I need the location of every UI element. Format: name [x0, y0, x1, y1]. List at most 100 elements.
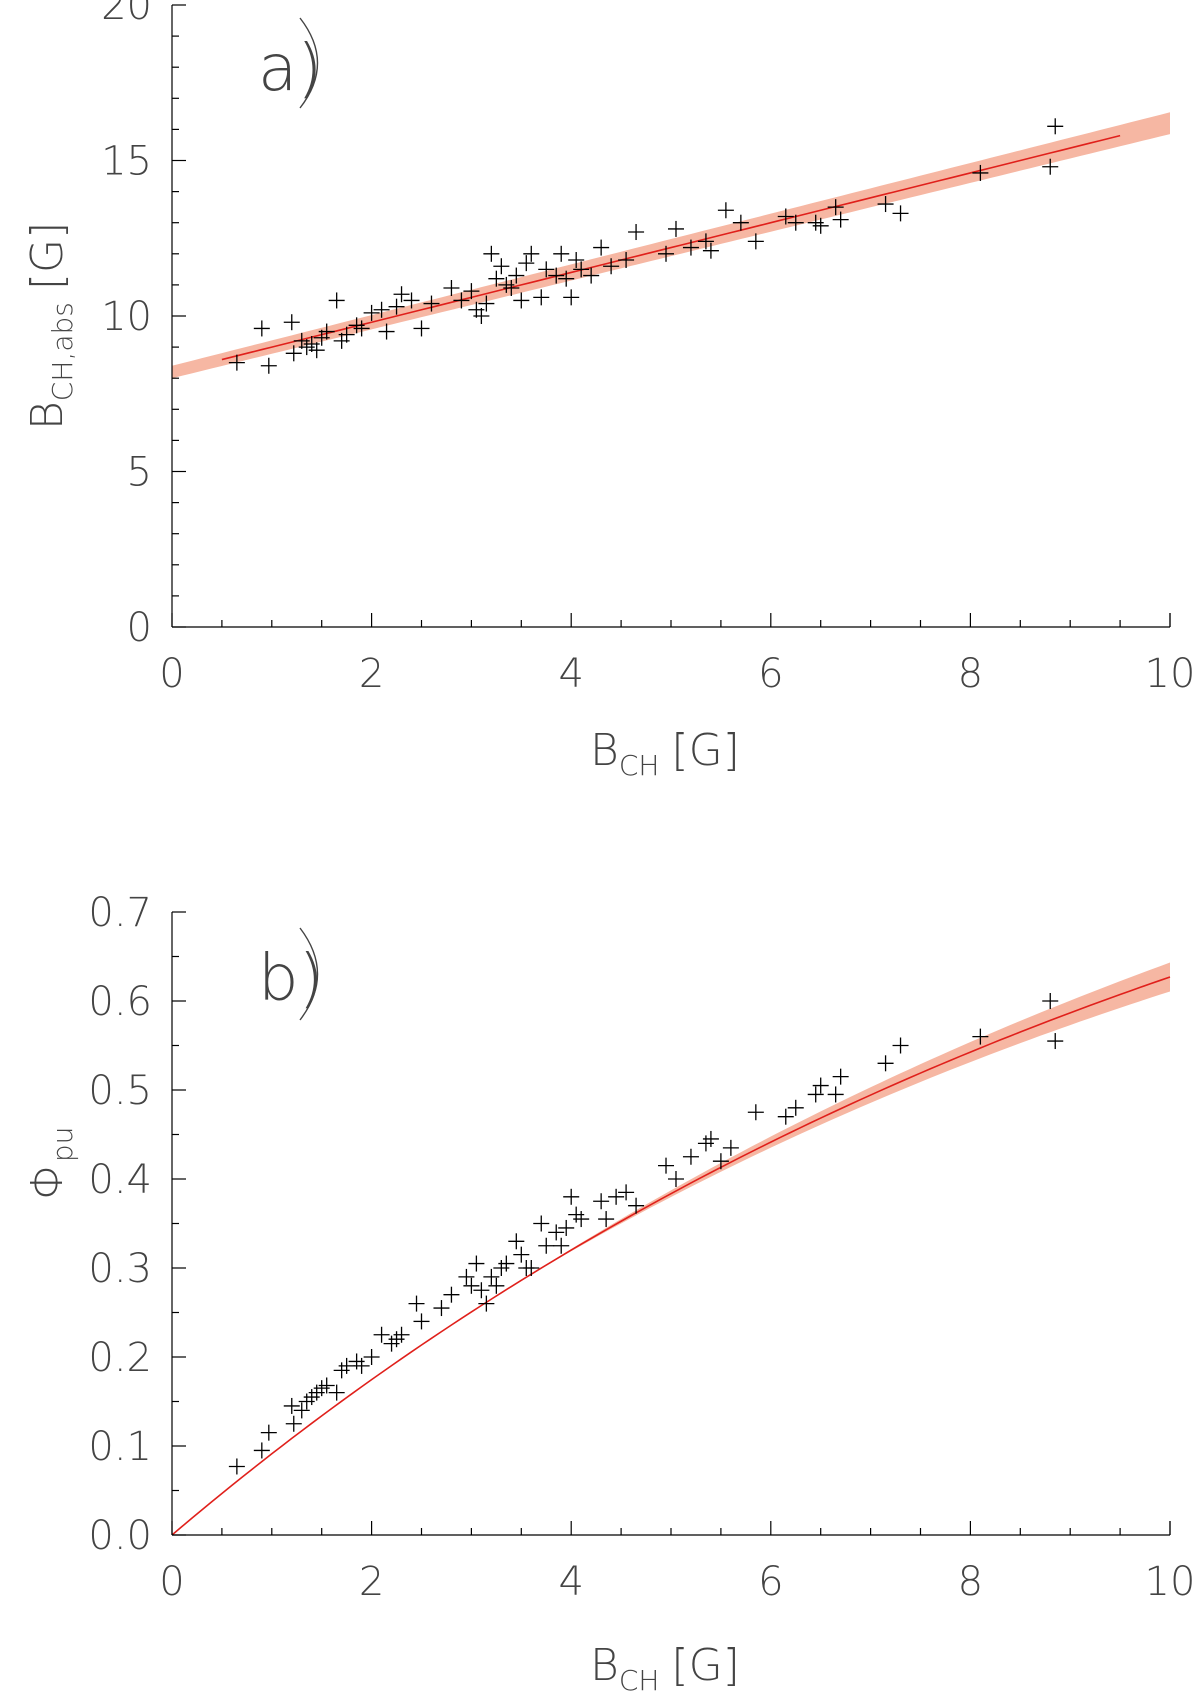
data-point	[573, 1211, 590, 1228]
data-point	[228, 1458, 245, 1475]
data-point	[628, 1197, 645, 1214]
data-point	[393, 286, 410, 303]
data-point	[423, 295, 440, 312]
data-point	[373, 1326, 390, 1343]
data-point	[403, 292, 420, 309]
y-tick-label: 0.1	[88, 1424, 152, 1470]
data-point	[523, 245, 540, 262]
panel-b: 0 2 4 6 8 10 0.0 0.1 0.2 0.3 0.4 0.5 0.6 0.7 b) BCH [G…	[22, 890, 1195, 1691]
data-point	[787, 1099, 804, 1116]
data-point	[667, 1171, 684, 1187]
data-point	[478, 295, 495, 312]
data-point	[338, 326, 355, 343]
data-point	[568, 252, 585, 269]
data-point	[1047, 1033, 1064, 1050]
data-point	[253, 1442, 270, 1459]
data-point	[353, 320, 370, 337]
data-point	[283, 1397, 300, 1414]
data-point	[702, 242, 719, 259]
data-point	[443, 280, 460, 297]
y-tick-label: 5	[127, 450, 152, 496]
x-tick-label: 2	[359, 651, 384, 697]
data-point	[458, 1268, 475, 1285]
data-point	[1042, 158, 1059, 175]
data-point	[260, 1424, 277, 1441]
y-tick-label: 20	[101, 0, 152, 29]
data-point	[827, 1086, 844, 1103]
data-point	[553, 1237, 570, 1254]
data-point	[483, 245, 500, 262]
data-point	[877, 1055, 894, 1072]
y-tick-label: 10	[101, 294, 152, 340]
x-tick-label: 10	[1145, 651, 1196, 697]
data-point	[318, 323, 335, 340]
data-point	[533, 289, 550, 306]
panel-b-xlabel: BCH [G]	[590, 1640, 740, 1691]
x-tick-label: 8	[958, 1559, 983, 1605]
data-point	[558, 1219, 575, 1236]
data-point	[658, 1157, 675, 1174]
x-tick-label: 4	[558, 651, 583, 697]
data-point	[353, 1357, 370, 1374]
data-point	[722, 1139, 739, 1156]
data-point	[777, 1108, 794, 1125]
data-point	[807, 1086, 824, 1103]
data-point	[697, 233, 714, 250]
data-point	[388, 298, 405, 315]
data-point	[393, 1326, 410, 1343]
data-point	[538, 261, 555, 278]
data-point	[378, 323, 395, 340]
data-point	[972, 164, 989, 181]
data-point	[603, 258, 620, 275]
data-point	[618, 252, 635, 269]
data-point	[658, 245, 675, 262]
data-point	[548, 267, 565, 284]
fit-line	[171, 976, 1171, 1536]
data-point	[1042, 993, 1059, 1009]
panel-a: 0 2 4 6 8 10 0 5 10 15 20 a) BCH [G] BCH,abs[G]	[22, 0, 1195, 782]
data-point	[283, 314, 300, 331]
data-point	[293, 1402, 310, 1419]
data-point	[328, 292, 345, 309]
data-point	[463, 1277, 480, 1294]
data-point	[598, 1211, 615, 1228]
data-point	[812, 217, 829, 234]
data-point	[553, 245, 570, 262]
data-point	[787, 214, 804, 231]
data-point	[583, 267, 600, 284]
y-tick-label: 15	[101, 139, 152, 185]
data-point	[488, 270, 505, 287]
y-tick-label: 0.4	[88, 1157, 152, 1203]
data-point	[443, 1286, 460, 1303]
y-tick-label: 0	[127, 605, 152, 651]
data-point	[618, 1184, 635, 1201]
data-point	[682, 1148, 699, 1165]
x-tick-label: 0	[159, 651, 184, 697]
data-point	[558, 270, 575, 287]
data-point	[518, 255, 535, 272]
data-point	[667, 220, 684, 237]
data-point	[513, 292, 530, 309]
x-tick-label: 6	[758, 651, 783, 697]
panel-label-paren	[299, 17, 319, 109]
data-point	[493, 258, 510, 275]
data-point	[548, 1224, 565, 1241]
data-point	[508, 1233, 525, 1250]
data-point	[538, 1237, 555, 1254]
panel-label-paren	[299, 927, 319, 1021]
data-point	[498, 1255, 515, 1272]
data-point	[877, 196, 894, 213]
data-point	[478, 1295, 495, 1312]
data-point	[563, 289, 580, 306]
data-point	[463, 283, 480, 300]
data-point	[433, 1300, 450, 1317]
x-tick-label: 4	[558, 1559, 583, 1605]
data-point	[812, 1077, 829, 1094]
data-point	[717, 202, 734, 219]
data-point	[712, 1153, 729, 1170]
data-point	[702, 1130, 719, 1147]
data-point	[523, 1260, 540, 1276]
data-point	[563, 1188, 580, 1205]
data-point	[488, 1277, 505, 1294]
y-tick-label: 0.0	[88, 1513, 152, 1559]
